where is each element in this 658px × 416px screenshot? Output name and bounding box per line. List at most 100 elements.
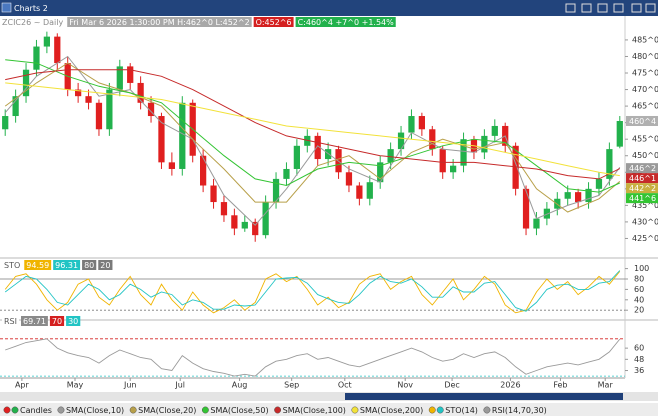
legend-bar bbox=[0, 403, 658, 416]
scrollbar-track bbox=[0, 392, 658, 401]
y-tick-label: 480^0 bbox=[632, 52, 658, 61]
price-badge bbox=[626, 115, 658, 126]
app-icon bbox=[1, 2, 12, 13]
y-tick-label: 450^0 bbox=[632, 151, 658, 160]
candle-body bbox=[387, 149, 394, 163]
legend-label[interactable]: SMA(Close,10) bbox=[66, 406, 124, 415]
candle-body bbox=[231, 215, 238, 229]
y-tick-label: 60 bbox=[634, 344, 644, 353]
indicator-value: 96.31 bbox=[55, 261, 78, 270]
x-tick-label: Dec bbox=[444, 381, 459, 390]
window-title: Charts 2 bbox=[14, 4, 48, 13]
indicator-level-box bbox=[49, 316, 65, 326]
x-tick-label: 2026 bbox=[500, 381, 520, 390]
close-button[interactable] bbox=[645, 3, 656, 13]
x-tick-label: Jun bbox=[123, 381, 137, 390]
candle-body bbox=[533, 218, 540, 229]
symbol-box bbox=[0, 17, 66, 27]
price-badge-label: 442^2 bbox=[629, 184, 656, 193]
legend-icon bbox=[436, 406, 444, 414]
sma-line bbox=[5, 59, 621, 193]
indicator-title: RSI bbox=[4, 317, 17, 326]
sma-line bbox=[5, 69, 621, 180]
legend-icon bbox=[57, 406, 65, 414]
legend-icon bbox=[201, 406, 209, 414]
candle-body bbox=[408, 116, 415, 133]
candle-body bbox=[439, 149, 446, 173]
candle-body bbox=[95, 102, 103, 130]
candle-body bbox=[43, 36, 50, 47]
candle-body bbox=[397, 132, 405, 150]
indicator-title: STO bbox=[4, 261, 20, 270]
candle-body bbox=[283, 168, 290, 179]
legend-label[interactable]: SMA(Close,20) bbox=[138, 406, 196, 415]
price-badge bbox=[626, 163, 658, 174]
scrollbar-thumb[interactable] bbox=[345, 393, 623, 400]
x-tick-label: Oct bbox=[338, 381, 352, 390]
legend-label[interactable]: SMA(Close,100) bbox=[283, 406, 346, 415]
legend-label[interactable]: SMA(Close,50) bbox=[210, 406, 268, 415]
candle-body bbox=[33, 46, 40, 70]
legend-icon bbox=[11, 406, 19, 414]
legend-icon bbox=[428, 406, 436, 414]
candle-body bbox=[595, 178, 603, 189]
sma-line bbox=[4, 62, 621, 213]
indicator-line bbox=[4, 271, 621, 314]
price-badge bbox=[626, 193, 658, 204]
legend-icon bbox=[351, 406, 359, 414]
indicator-value-box bbox=[21, 316, 48, 326]
window-button[interactable] bbox=[631, 3, 642, 13]
y-tick-label: 80 bbox=[634, 275, 644, 284]
candle-body bbox=[450, 165, 457, 173]
candle-body bbox=[585, 188, 592, 203]
window-button[interactable] bbox=[597, 3, 608, 13]
candle-body bbox=[85, 96, 92, 103]
candle-body bbox=[543, 208, 550, 219]
indicator-level-box bbox=[98, 260, 113, 270]
candle-body bbox=[377, 162, 384, 183]
candle-body bbox=[616, 120, 623, 147]
legend-label[interactable]: RSI(14,70,30) bbox=[492, 406, 547, 415]
indicator-title-box bbox=[2, 260, 23, 270]
legend-icon bbox=[483, 406, 491, 414]
title-bar bbox=[0, 0, 658, 16]
symbol: ZCIC26 ~ Daily bbox=[2, 18, 63, 27]
legend-label[interactable]: SMA(Close,200) bbox=[360, 406, 423, 415]
price-badge-label: 441^6 bbox=[629, 194, 656, 203]
legend-icon bbox=[129, 406, 137, 414]
legend-label[interactable]: Candles bbox=[20, 406, 52, 415]
window-button[interactable] bbox=[565, 3, 576, 13]
candle-body bbox=[200, 155, 207, 186]
price-badge-label: 446^2 bbox=[629, 164, 656, 173]
indicator-value: 94.59 bbox=[26, 261, 49, 270]
y-tick-label: 485^0 bbox=[632, 35, 658, 44]
candle-body bbox=[366, 182, 373, 199]
candle-body bbox=[220, 202, 228, 216]
window-button[interactable] bbox=[613, 3, 624, 13]
candle-body bbox=[179, 102, 186, 169]
x-tick-label: Sep bbox=[284, 381, 299, 390]
close-price-box bbox=[295, 17, 396, 27]
y-tick-label: 20 bbox=[634, 306, 644, 315]
close-price: C:460^4 +7^0 +1.54% bbox=[298, 18, 395, 27]
legend-label[interactable]: STO(14) bbox=[445, 406, 478, 415]
candle-body bbox=[2, 116, 9, 130]
window-button[interactable] bbox=[581, 3, 592, 13]
y-tick-label: 465^0 bbox=[632, 102, 658, 111]
candle-body bbox=[418, 116, 425, 130]
candle-body bbox=[356, 185, 363, 199]
indicator-title-box bbox=[2, 316, 19, 326]
legend-icon bbox=[274, 406, 282, 414]
x-tick-label: Jul bbox=[174, 381, 185, 390]
indicator-line bbox=[5, 338, 621, 377]
indicator-level: 80 bbox=[84, 261, 94, 270]
price-badge-label: 446^1 bbox=[629, 174, 656, 183]
x-tick-label: Feb bbox=[553, 381, 567, 390]
legend-icon bbox=[3, 406, 11, 414]
candle-body bbox=[22, 69, 30, 97]
y-tick-label: 430^0 bbox=[632, 217, 658, 226]
bar-info: Fri Mar 6 2026 1:30:00 PM H:462^0 L:452^… bbox=[69, 18, 249, 27]
price-badge-label: 460^4 bbox=[629, 117, 656, 126]
candle-body bbox=[12, 96, 19, 117]
